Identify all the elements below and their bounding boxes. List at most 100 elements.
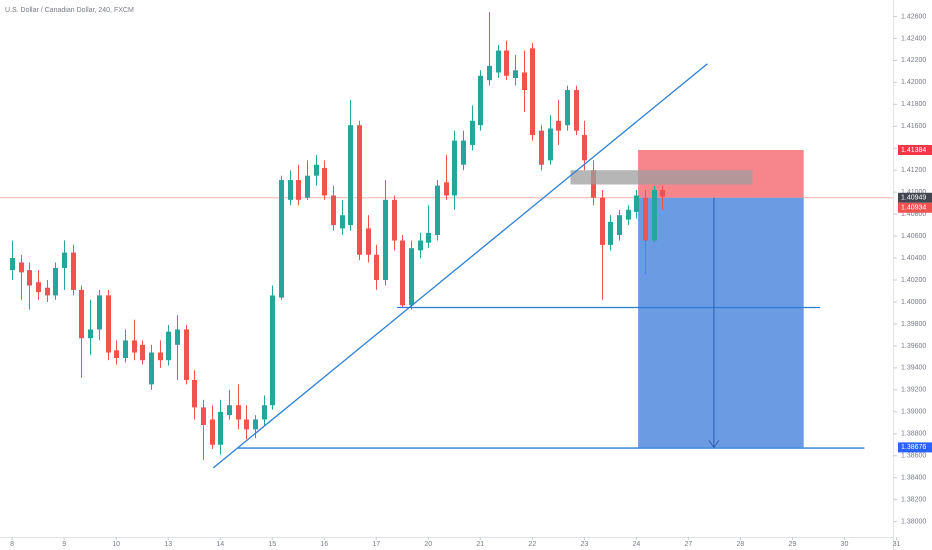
y-tick-label: 1.42600 — [901, 13, 926, 20]
x-tick-label: 31 — [893, 541, 901, 548]
price-label: 1.40949 — [901, 195, 926, 202]
y-tick-label: 1.40000 — [901, 299, 926, 306]
candle-body — [435, 185, 440, 236]
candle-body — [478, 75, 483, 126]
candle-body — [36, 282, 41, 293]
candle-body — [452, 140, 457, 196]
y-tick-label: 1.41600 — [901, 123, 926, 130]
y-tick-label: 1.42200 — [901, 57, 926, 64]
trendline — [212, 63, 708, 469]
x-tick-label: 28 — [737, 541, 745, 548]
candle-body — [322, 168, 327, 196]
y-tick-label: 1.40600 — [901, 233, 926, 240]
candle-body — [522, 72, 527, 91]
y-tick-label: 1.39200 — [901, 387, 926, 394]
candle-body — [210, 419, 215, 445]
candle-body — [288, 180, 293, 200]
candle-body — [582, 135, 587, 161]
candle-body — [400, 240, 405, 306]
candle-body — [296, 180, 301, 200]
price-label-bg — [898, 202, 932, 213]
candle-body — [357, 125, 362, 255]
y-tick-label: 1.41000 — [901, 189, 926, 196]
candle-body — [461, 140, 466, 165]
candle-body — [62, 252, 67, 268]
x-tick-label: 30 — [841, 541, 849, 548]
candle-body — [392, 199, 397, 241]
y-tick-label: 1.39400 — [901, 365, 926, 372]
y-tick-label: 1.38200 — [901, 497, 926, 504]
x-tick-label: 13 — [164, 541, 172, 548]
x-tick-label: 10 — [112, 541, 120, 548]
candle-body — [253, 419, 258, 430]
candle-body — [140, 344, 145, 361]
y-tick-label: 1.40400 — [901, 255, 926, 262]
candle-body — [340, 215, 345, 229]
candle-body — [660, 189, 665, 197]
candle-body — [539, 130, 544, 165]
candle-body — [331, 195, 336, 226]
x-tick-label: 16 — [320, 541, 328, 548]
candle-body — [574, 90, 579, 131]
candle-body — [227, 405, 232, 416]
candle-body — [487, 65, 492, 81]
candle-body — [626, 209, 631, 220]
candle-body — [192, 379, 197, 408]
candle-body — [53, 267, 58, 296]
candle-body — [132, 340, 137, 353]
candle-body — [88, 329, 93, 339]
candle-body — [19, 262, 24, 273]
candle-body — [97, 295, 102, 330]
price-label-bg — [898, 442, 932, 453]
chart-title: U.S. Dollar / Canadian Dollar, 240, FXCM — [5, 7, 134, 14]
candle-body — [262, 405, 267, 420]
candle-body — [314, 164, 319, 176]
candle-body — [45, 287, 50, 296]
candle-body — [470, 120, 475, 145]
y-tick-label: 1.38800 — [901, 431, 926, 438]
x-tick-label: 17 — [372, 541, 380, 548]
candle-body — [10, 258, 15, 271]
y-tick-label: 1.39600 — [901, 343, 926, 350]
candle-body — [530, 48, 535, 136]
x-tick-label: 27 — [684, 541, 692, 548]
price-label-bg — [898, 192, 932, 203]
x-tick-label: 22 — [528, 541, 536, 548]
candle-body — [418, 240, 423, 251]
candle-body — [374, 254, 379, 281]
candle-body — [279, 180, 284, 298]
candle-body — [556, 120, 561, 131]
x-tick-label: 9 — [62, 541, 66, 548]
y-tick-label: 1.42000 — [901, 79, 926, 86]
y-tick-label: 1.38000 — [901, 518, 926, 525]
candle-body — [158, 352, 163, 361]
y-tick-label: 1.42400 — [901, 35, 926, 42]
candle-body — [184, 329, 189, 380]
x-tick-label: 14 — [216, 541, 224, 548]
price-label: 1.41384 — [901, 147, 926, 154]
candle-body — [218, 411, 223, 445]
candle-body — [600, 197, 605, 245]
candle-body — [565, 90, 570, 126]
price-label: 1.38676 — [901, 444, 926, 451]
candle-body — [444, 182, 449, 196]
candle-body — [201, 407, 206, 425]
candle-body — [366, 228, 371, 255]
x-tick-label: 8 — [10, 541, 14, 548]
candle-body — [409, 248, 414, 306]
price-label-bg — [898, 145, 932, 156]
candle-body — [149, 352, 154, 385]
y-tick-label: 1.40800 — [901, 211, 926, 218]
x-tick-label: 20 — [424, 541, 432, 548]
candle-body — [643, 197, 648, 241]
target-arrowhead — [708, 440, 720, 449]
y-tick-label: 1.41200 — [901, 167, 926, 174]
candle-body — [383, 199, 388, 281]
candle-body — [608, 221, 613, 245]
candle-body — [236, 405, 241, 420]
candle-body — [548, 128, 553, 161]
candle-body — [634, 195, 639, 212]
price-label: 1.40934 — [901, 205, 926, 212]
candle-body — [504, 50, 509, 76]
